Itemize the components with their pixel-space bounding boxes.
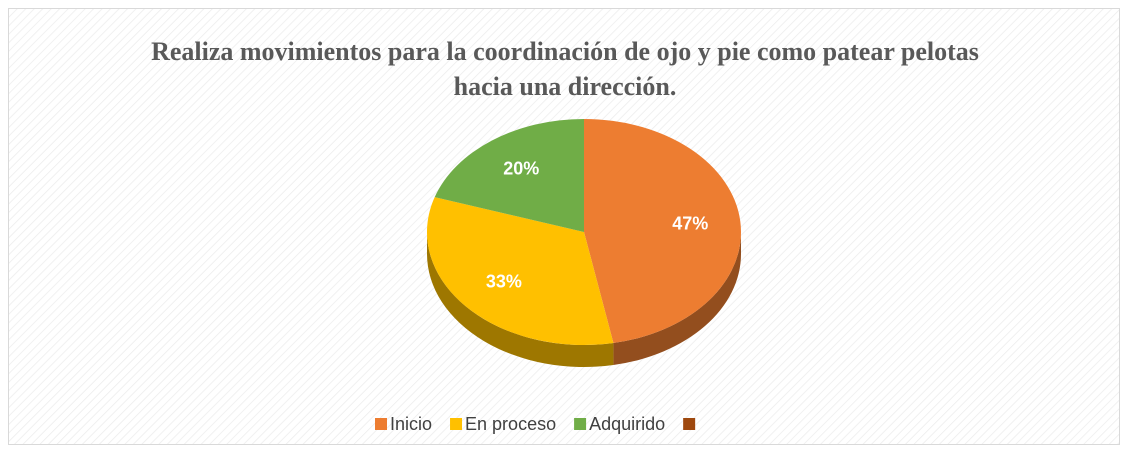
legend-label: En proceso (465, 414, 556, 434)
legend-label: Inicio (390, 414, 432, 434)
legend-swatch (574, 418, 587, 430)
pie-slice (427, 197, 614, 346)
chart-title: Realiza movimientos para la coordinación… (151, 37, 979, 101)
legend-label: Adquirido (589, 414, 665, 434)
slice-side (613, 232, 741, 365)
legend-swatch (450, 418, 463, 430)
slice-side (427, 232, 614, 367)
legend-swatch (375, 418, 387, 430)
pie-slice (584, 119, 742, 343)
pie-slice (434, 119, 584, 232)
data-label: 47% (672, 214, 708, 234)
data-label: 33% (486, 272, 522, 292)
data-label: 20% (503, 159, 539, 179)
legend-swatch (683, 418, 696, 430)
